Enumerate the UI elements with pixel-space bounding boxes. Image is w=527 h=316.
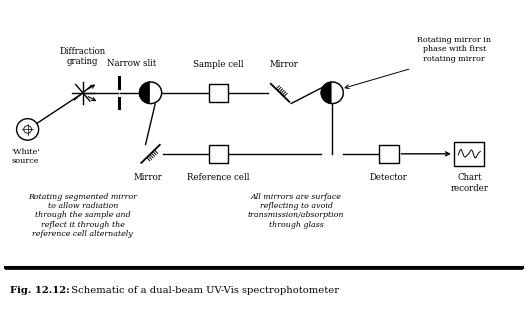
Circle shape	[140, 82, 162, 104]
Text: 'White'
source: 'White' source	[11, 148, 40, 165]
Text: All mirrors are surface
reflecting to avoid
transmission/absorption
through glas: All mirrors are surface reflecting to av…	[248, 193, 344, 228]
Text: Rotating mirror in
phase with first
rotating mirror: Rotating mirror in phase with first rota…	[417, 36, 491, 63]
Circle shape	[321, 82, 343, 104]
Bar	[454, 142, 484, 166]
Circle shape	[16, 119, 38, 140]
Polygon shape	[332, 82, 343, 104]
Text: Narrow slit: Narrow slit	[108, 59, 157, 68]
Text: Mirror: Mirror	[134, 173, 162, 182]
Text: Mirror: Mirror	[270, 60, 298, 69]
Text: Fig. 12.12:: Fig. 12.12:	[11, 286, 70, 295]
Bar	[209, 83, 228, 102]
Text: Reference cell: Reference cell	[187, 173, 250, 182]
Bar	[209, 144, 228, 163]
Text: Sample cell: Sample cell	[193, 60, 243, 69]
Text: Rotating segmented mirror
to allow radiation
through the sample and
reflect it t: Rotating segmented mirror to allow radia…	[28, 193, 137, 238]
Text: Chart
recorder: Chart recorder	[450, 173, 489, 193]
Text: Schematic of a dual-beam UV-Vis spectrophotometer: Schematic of a dual-beam UV-Vis spectrop…	[65, 286, 339, 295]
Circle shape	[24, 126, 32, 133]
Text: Diffraction
grating: Diffraction grating	[60, 46, 106, 66]
Bar	[379, 144, 398, 163]
Polygon shape	[151, 82, 162, 104]
Text: Detector: Detector	[370, 173, 408, 182]
